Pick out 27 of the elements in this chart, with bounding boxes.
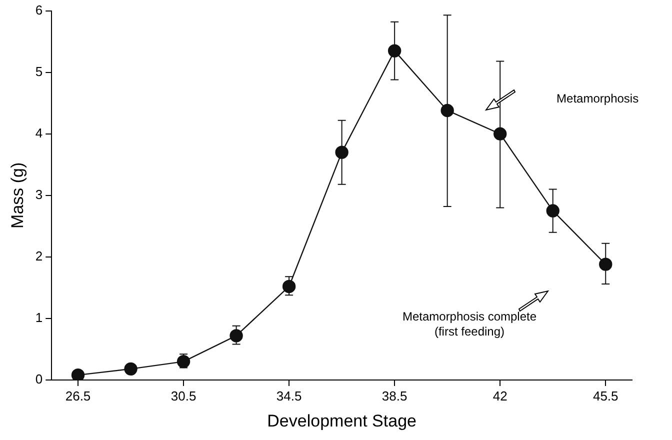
point <box>282 280 296 294</box>
annotation: Metamorphosis <box>556 92 639 106</box>
point <box>599 258 612 271</box>
y-tick-label: 1 <box>35 310 43 326</box>
x-tick-label: 26.5 <box>65 388 91 404</box>
y-axis-title: Mass (g) <box>8 162 27 228</box>
y-tick-label: 3 <box>35 186 43 202</box>
x-axis-title: Development Stage <box>267 411 416 430</box>
point <box>440 104 454 118</box>
y-tick-label: 6 <box>35 2 43 18</box>
point <box>546 204 560 218</box>
y-tick-label: 0 <box>35 372 43 387</box>
point <box>230 329 243 342</box>
point <box>388 44 402 58</box>
x-tick-label: 30.5 <box>170 388 196 404</box>
point <box>124 362 138 376</box>
y-tick-label: 4 <box>35 125 43 140</box>
point <box>335 146 348 159</box>
x-tick-label: 38.5 <box>382 388 408 404</box>
point <box>71 368 85 380</box>
point <box>494 127 507 140</box>
y-tick-label: 5 <box>35 64 43 79</box>
x-tick-label: 34.5 <box>276 388 302 404</box>
x-tick-label: 42 <box>492 388 508 404</box>
annotation: Metamorphosis complete (first feeding) <box>402 310 537 339</box>
x-tick-label: 45.5 <box>592 388 618 404</box>
y-tick-label: 2 <box>35 248 43 264</box>
